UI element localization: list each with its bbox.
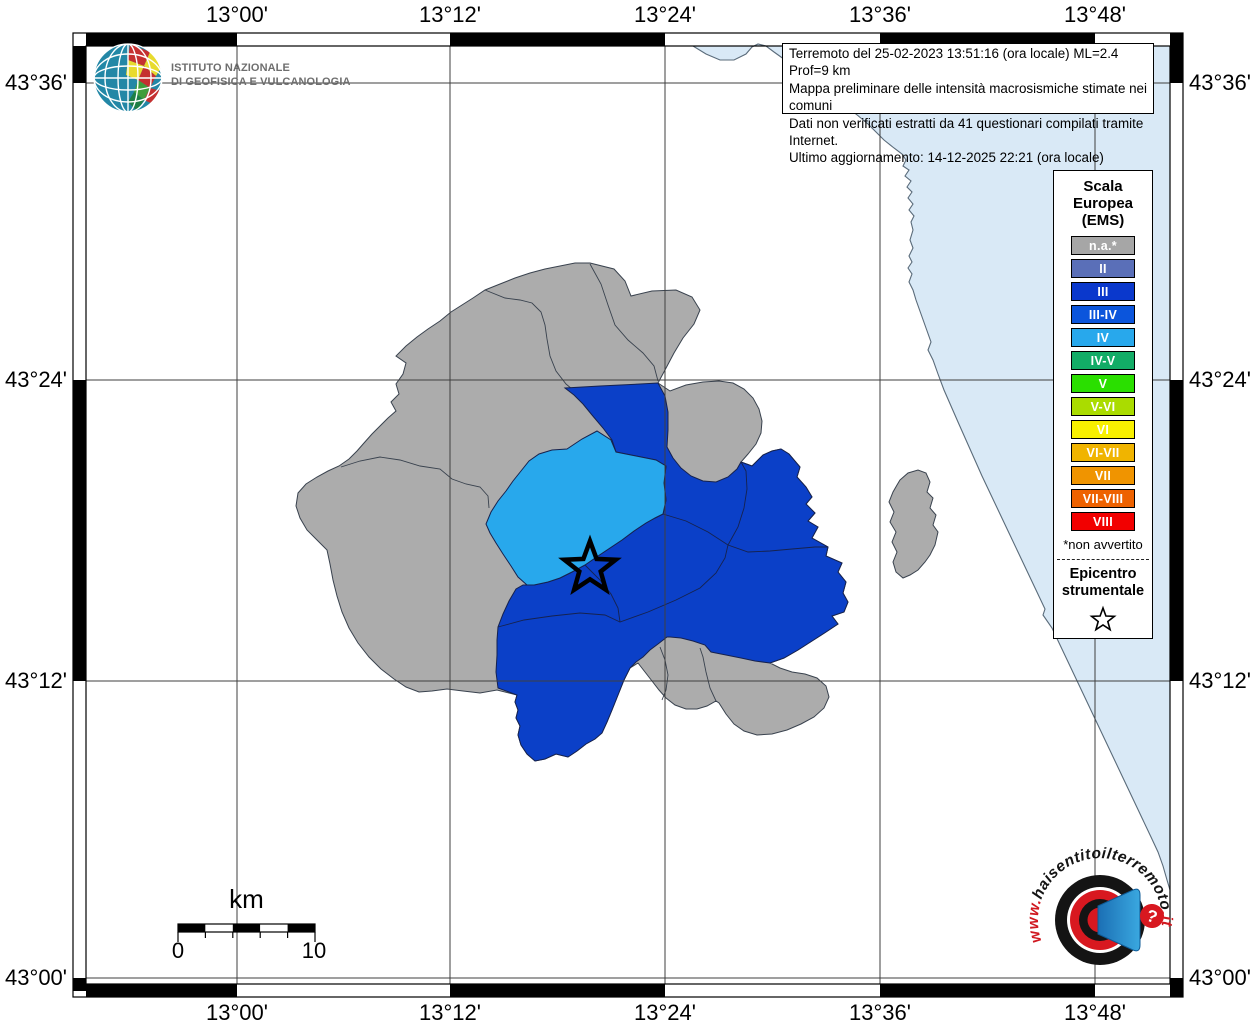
sea-area	[693, 44, 1170, 890]
legend-swatch-III: III	[1071, 282, 1135, 301]
legend-swatch-V-VI: V-VI	[1071, 397, 1135, 416]
legend-divider	[1057, 559, 1149, 560]
axis-label-right-3: 43°00'	[1189, 965, 1251, 990]
intensity-legend: Scala Europea (EMS) n.a.* II III III-IV IV IV-V…	[1053, 170, 1153, 639]
ingv-line2: DI GEOFISICA E VULCANOLOGIA	[171, 75, 351, 88]
legend-swatch-VIII: VIII	[1071, 512, 1135, 531]
earthquake-info-box: Terremoto del 25-02-2023 13:51:16 (ora l…	[782, 43, 1154, 165]
hsit-question-badge	[1140, 904, 1164, 928]
legend-epicenter-line: Epicentro	[1069, 566, 1137, 582]
legend-item-VIII: VIII	[1054, 512, 1152, 531]
legend-swatch-VII: VII	[1071, 466, 1135, 485]
legend-item-III-IV: III-IV	[1054, 305, 1152, 324]
region-iv	[485, 430, 667, 586]
legend-swatch-VII-VIII: VII-VIII	[1071, 489, 1135, 508]
axis-label-top-3: 13°36'	[849, 2, 911, 27]
axis-label-left-2: 43°12'	[5, 668, 67, 693]
legend-item-V: V	[1054, 374, 1152, 393]
legend-item-VI-VII: VI-VII	[1054, 443, 1152, 462]
legend-item-IV-V: IV-V	[1054, 351, 1152, 370]
legend-item-VI: VI	[1054, 420, 1152, 439]
legend-epicenter-star-icon	[1089, 605, 1117, 632]
axis-label-bottom-1: 13°12'	[419, 1000, 481, 1024]
legend-swatch-V: V	[1071, 374, 1135, 393]
axis-label-bottom-0: 13°00'	[206, 1000, 268, 1024]
legend-swatch-VI: VI	[1071, 420, 1135, 439]
scale-bar-start: 0	[171, 938, 185, 963]
axis-label-top-0: 13°00'	[206, 2, 268, 27]
legend-footnote: *non avvertito	[1063, 537, 1143, 552]
scale-bar-unit: km	[229, 884, 264, 914]
legend-item-IV: IV	[1054, 328, 1152, 347]
legend-item-n.a.*: n.a.*	[1054, 236, 1152, 255]
legend-epicenter-label: Epicentro strumentale	[1054, 566, 1152, 600]
scale-bar	[177, 923, 316, 942]
municipality-borders-gray	[340, 263, 717, 702]
info-box-line-1: Mappa preliminare delle intensità macros…	[789, 80, 1147, 114]
legend-title-line: (EMS)	[1081, 212, 1125, 229]
axis-label-top-4: 13°48'	[1064, 2, 1126, 27]
axis-label-left-3: 43°00'	[5, 965, 67, 990]
ingv-logo-text: ISTITUTO NAZIONALE DI GEOFISICA E VULCAN…	[171, 62, 351, 89]
legend-title-line: Europea	[1072, 195, 1133, 212]
legend-swatch-III-IV: III-IV	[1071, 305, 1135, 324]
axis-label-bottom-4: 13°48'	[1064, 1000, 1126, 1024]
axis-label-right-2: 43°12'	[1189, 668, 1251, 693]
axis-label-left-1: 43°24'	[5, 367, 67, 392]
axis-label-bottom-2: 13°24'	[634, 1000, 696, 1024]
legend-item-VII-VIII: VII-VIII	[1054, 489, 1152, 508]
legend-item-V-VI: V-VI	[1054, 397, 1152, 416]
hsit-megaphone	[1097, 888, 1141, 952]
axis-label-right-0: 43°36'	[1189, 70, 1251, 95]
map-frame	[72, 32, 1184, 998]
legend-title-line: Scala	[1083, 178, 1123, 195]
axis-label-top-2: 13°24'	[634, 2, 696, 27]
axis-label-top-1: 13°12'	[419, 2, 481, 27]
info-box-line-3: Ultimo aggiornamento: 14-12-2025 22:21 (…	[789, 150, 1104, 166]
hsit-logo: www.haisentitoilterremoto .it ?	[1025, 845, 1175, 965]
legend-item-VII: VII	[1054, 466, 1152, 485]
region-na-isolated	[888, 469, 939, 579]
axis-label-right-1: 43°24'	[1189, 367, 1251, 392]
legend-swatch-n.a.*: n.a.*	[1071, 236, 1135, 255]
legend-items: n.a.* II III III-IV IV IV-V V V-VI VI VI-VII VII VI…	[1054, 236, 1152, 531]
ingv-globe-logo	[93, 43, 163, 113]
legend-item-III: III	[1054, 282, 1152, 301]
info-box-line-2: Dati non verificati estratti da 41 quest…	[789, 115, 1144, 149]
ingv-line1: ISTITUTO NAZIONALE	[171, 62, 290, 74]
axis-label-bottom-3: 13°36'	[849, 1000, 911, 1024]
legend-swatch-II: II	[1071, 259, 1135, 278]
legend-title: Scala Europea (EMS)	[1054, 178, 1152, 229]
axis-label-left-0: 43°36'	[5, 70, 67, 95]
legend-swatch-IV-V: IV-V	[1071, 351, 1135, 370]
legend-epicenter-line: strumentale	[1061, 583, 1145, 599]
scale-bar-end: 10	[301, 938, 327, 963]
epicenter-star	[558, 534, 622, 596]
info-box-line-0: Terremoto del 25-02-2023 13:51:16 (ora l…	[789, 46, 1119, 79]
legend-item-II: II	[1054, 259, 1152, 278]
legend-swatch-IV: IV	[1071, 328, 1135, 347]
legend-swatch-VI-VII: VI-VII	[1071, 443, 1135, 462]
